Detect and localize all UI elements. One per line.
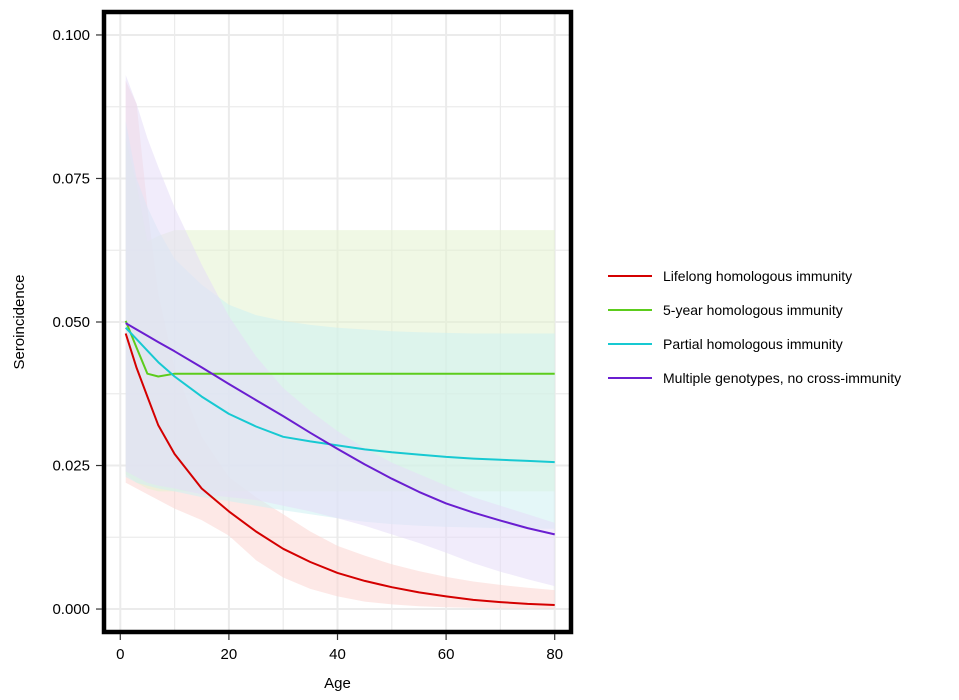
legend-item: 5-year homologous immunity bbox=[608, 302, 843, 318]
confidence-bands bbox=[125, 75, 555, 609]
legend-label: Partial homologous immunity bbox=[663, 336, 843, 352]
x-tick-label: 0 bbox=[116, 646, 124, 663]
legend-label: 5-year homologous immunity bbox=[663, 302, 843, 318]
x-tick-label: 60 bbox=[438, 646, 455, 663]
legend: Lifelong homologous immunity 5-year homol… bbox=[608, 268, 901, 386]
plot-frame bbox=[101, 9, 574, 635]
legend-item: Lifelong homologous immunity bbox=[608, 268, 852, 284]
legend-item: Partial homologous immunity bbox=[608, 336, 843, 352]
line-series-4 bbox=[125, 322, 555, 536]
line-series-2 bbox=[124, 320, 555, 378]
y-tick-label: 0.000 bbox=[52, 601, 90, 618]
line-series-3 bbox=[124, 327, 555, 464]
x-axis: 0 20 40 60 80 bbox=[116, 634, 563, 663]
x-tick-label: 20 bbox=[221, 646, 238, 663]
x-tick-label: 40 bbox=[329, 646, 346, 663]
y-tick-label: 0.075 bbox=[52, 170, 90, 187]
line-series-1 bbox=[124, 333, 555, 606]
legend-item: Multiple genotypes, no cross-immunity bbox=[608, 370, 901, 386]
y-axis: 0.000 0.025 0.050 0.075 0.100 bbox=[52, 27, 102, 618]
y-axis-label: Seroincidence bbox=[11, 274, 28, 369]
band-series-4 bbox=[125, 75, 555, 587]
legend-label: Lifelong homologous immunity bbox=[663, 268, 852, 284]
y-tick-label: 0.050 bbox=[52, 314, 90, 331]
x-tick-label: 80 bbox=[546, 646, 563, 663]
y-tick-label: 0.025 bbox=[52, 458, 90, 475]
x-axis-label: Age bbox=[324, 675, 351, 692]
series-lines bbox=[124, 320, 555, 606]
y-tick-label: 0.100 bbox=[52, 27, 90, 44]
legend-label: Multiple genotypes, no cross-immunity bbox=[663, 370, 901, 386]
